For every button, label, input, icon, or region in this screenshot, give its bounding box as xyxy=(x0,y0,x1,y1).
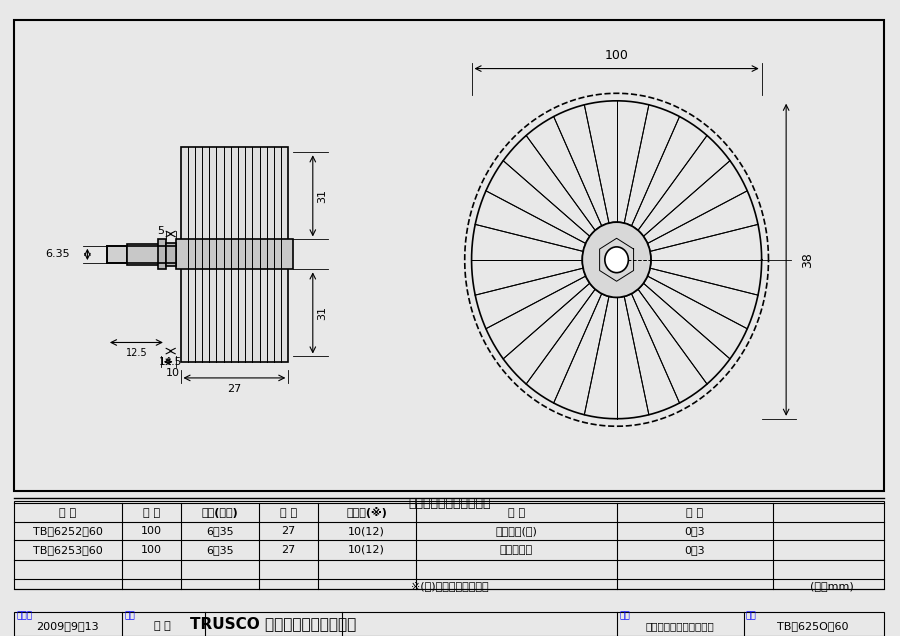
Text: 38: 38 xyxy=(801,252,814,268)
Text: 軸 長: 軸 長 xyxy=(280,508,297,518)
Text: 0．3: 0．3 xyxy=(685,527,706,536)
Text: 14.5: 14.5 xyxy=(159,357,183,367)
Bar xyxy=(127,244,161,265)
Text: 軸径(対辺): 軸径(対辺) xyxy=(202,508,238,518)
Text: 0．3: 0．3 xyxy=(685,545,706,555)
Text: 2009．9．13: 2009．9．13 xyxy=(37,621,99,631)
Text: TRUSCO トラスコ中山株式会社: TRUSCO トラスコ中山株式会社 xyxy=(191,616,356,632)
Text: 外 径: 外 径 xyxy=(142,508,159,518)
Bar xyxy=(14,501,884,589)
Text: 100: 100 xyxy=(140,545,162,555)
Text: (単位mm): (単位mm) xyxy=(810,581,854,591)
Text: TB－625O－60: TB－625O－60 xyxy=(777,621,849,631)
Circle shape xyxy=(582,222,651,298)
Text: 10: 10 xyxy=(166,368,180,378)
Bar xyxy=(107,245,127,263)
Text: 品番: 品番 xyxy=(746,611,757,620)
Text: 品名: 品名 xyxy=(619,611,630,620)
Text: 六角軸付ホイールブラシ: 六角軸付ホイールブラシ xyxy=(646,621,715,631)
Text: 検図: 検図 xyxy=(124,611,135,620)
Text: 線 径: 線 径 xyxy=(687,508,704,518)
Text: ワイヤー(鋼): ワイヤー(鋼) xyxy=(495,527,537,536)
Text: 作成日: 作成日 xyxy=(17,611,33,620)
Text: 根元厚(※): 根元厚(※) xyxy=(346,508,387,518)
Circle shape xyxy=(605,247,628,273)
Text: 10(12): 10(12) xyxy=(348,545,385,555)
Text: 100: 100 xyxy=(605,49,628,62)
Text: TB－6252－60: TB－6252－60 xyxy=(33,527,103,536)
Text: 6．35: 6．35 xyxy=(206,527,233,536)
Text: 品 番: 品 番 xyxy=(59,508,76,518)
Text: 5: 5 xyxy=(158,226,165,236)
Text: TB－6253－60: TB－6253－60 xyxy=(33,545,103,555)
Text: 27: 27 xyxy=(228,384,241,394)
Text: 6．35: 6．35 xyxy=(206,545,233,555)
Text: 10(12): 10(12) xyxy=(348,527,385,536)
Bar xyxy=(176,239,293,270)
Bar xyxy=(158,239,166,270)
Text: 31: 31 xyxy=(318,306,328,320)
Text: 西 岳: 西 岳 xyxy=(155,621,171,631)
Text: 12.5: 12.5 xyxy=(126,349,148,358)
Text: 27: 27 xyxy=(281,545,295,555)
Text: 6.35: 6.35 xyxy=(46,249,70,259)
Bar xyxy=(166,242,176,266)
Text: 27: 27 xyxy=(281,527,295,536)
Text: 31: 31 xyxy=(318,189,328,203)
Text: 線 材: 線 材 xyxy=(508,508,525,518)
Bar xyxy=(181,147,288,362)
Text: ステンレス: ステンレス xyxy=(500,545,533,555)
Text: 100: 100 xyxy=(140,527,162,536)
Text: ※(内)は金具込みの厚さ: ※(内)は金具込みの厚さ xyxy=(411,581,489,591)
Text: 六角軸付ホイールブラシ: 六角軸付ホイールブラシ xyxy=(409,497,491,511)
